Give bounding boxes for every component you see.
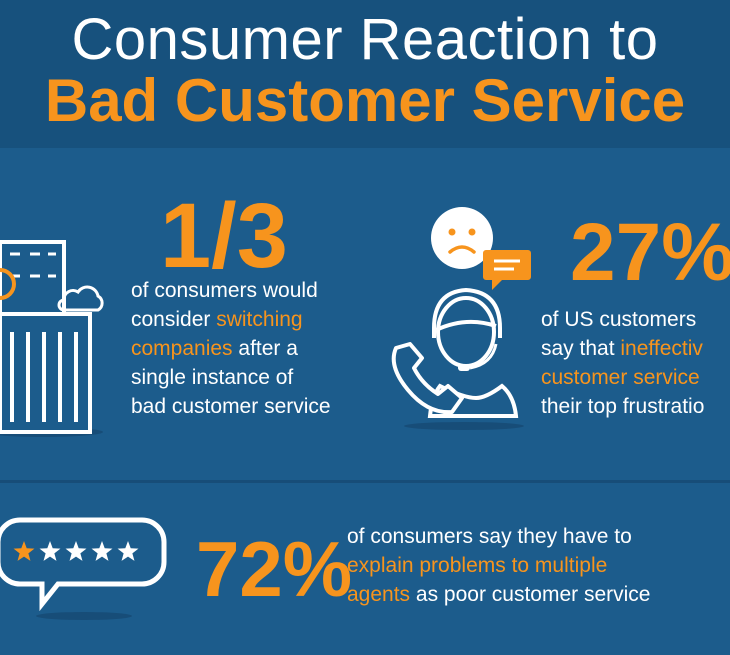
text-run: single instance of bbox=[131, 366, 294, 389]
stat-value-72-percent: 72% bbox=[196, 525, 353, 613]
sad-face-icon bbox=[431, 207, 493, 269]
stat-value-27-percent: 27% bbox=[570, 207, 730, 298]
star-icon bbox=[117, 541, 139, 561]
text-run: after a bbox=[232, 337, 298, 360]
highlight-run: companies bbox=[131, 337, 233, 360]
section-divider bbox=[0, 480, 730, 483]
stat-value-one-third: 1/3 bbox=[160, 185, 288, 287]
chat-bubble-icon bbox=[483, 250, 531, 290]
star-rating-bubble-icon bbox=[0, 517, 167, 620]
highlight-run: agents bbox=[347, 583, 411, 606]
highlight-run: customer service bbox=[541, 366, 700, 389]
text-run: bad customer service bbox=[131, 395, 331, 418]
cloud-icon bbox=[57, 285, 104, 312]
text-run: of consumers would bbox=[131, 279, 318, 302]
text-run: consider bbox=[131, 308, 217, 331]
star-filled-icon bbox=[13, 541, 35, 561]
text-run: say that bbox=[541, 337, 621, 360]
text-run: their top frustratio bbox=[541, 395, 705, 418]
title-line-1: Consumer Reaction to bbox=[71, 7, 659, 72]
text-run: as poor customer service bbox=[410, 583, 651, 606]
star-icon bbox=[39, 541, 61, 561]
text-run: of US customers bbox=[541, 308, 697, 331]
highlight-run: ineffectiv bbox=[620, 337, 703, 360]
star-icon bbox=[91, 541, 113, 561]
highlight-run: switching bbox=[216, 308, 303, 331]
star-icon bbox=[65, 541, 87, 561]
stat-desc-72-percent: of consumers say they have to explain pr… bbox=[347, 522, 651, 609]
text-run: of consumers say they have to bbox=[347, 525, 632, 548]
office-building-icon bbox=[0, 240, 103, 437]
title-line-2: Bad Customer Service bbox=[44, 67, 686, 134]
stat-desc-27-percent: of US customers say that ineffectiv cust… bbox=[541, 305, 704, 421]
telephone-icon bbox=[391, 342, 464, 415]
header-band: Consumer Reaction to Bad Customer Servic… bbox=[0, 0, 730, 148]
stat-desc-one-third: of consumers would consider switching co… bbox=[131, 276, 331, 421]
highlight-run: explain problems to multiple bbox=[347, 554, 608, 577]
